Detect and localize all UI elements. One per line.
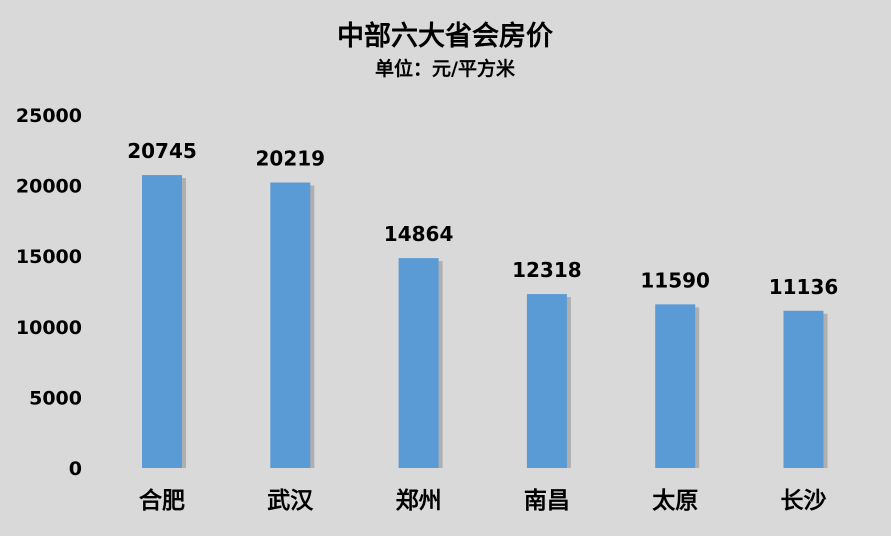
y-tick-label: 20000 — [16, 176, 82, 198]
data-label: 12318 — [512, 258, 582, 282]
y-tick-label: 15000 — [16, 246, 82, 268]
data-label: 20219 — [256, 147, 326, 171]
bar — [655, 304, 696, 468]
y-tick-label: 0 — [69, 458, 82, 480]
x-tick-label: 郑州 — [396, 488, 442, 514]
x-tick-label: 合肥 — [139, 487, 185, 514]
chart-title: 中部六大省会房价 — [337, 20, 554, 52]
x-tick-label: 南昌 — [524, 488, 570, 514]
x-tick-label: 武汉 — [267, 488, 314, 514]
data-label: 20745 — [127, 139, 197, 163]
x-axis: 合肥 武汉 郑州 南昌 太原 长沙 — [139, 487, 827, 514]
bar — [142, 175, 182, 468]
y-tick-label: 25000 — [16, 105, 82, 127]
bar — [526, 294, 567, 468]
data-label: 11136 — [769, 275, 839, 299]
data-label: 14864 — [384, 222, 454, 246]
x-tick-label: 长沙 — [781, 488, 827, 514]
y-tick-label: 5000 — [29, 387, 82, 409]
y-axis: 0 5000 10000 15000 20000 25000 — [16, 105, 82, 480]
bar — [270, 182, 311, 468]
x-tick-label: 太原 — [652, 488, 698, 514]
y-tick-label: 10000 — [16, 317, 82, 339]
chart-subtitle: 单位：元/平方米 — [375, 57, 516, 80]
bar — [398, 258, 439, 468]
bars — [142, 175, 828, 468]
bar — [783, 310, 824, 468]
data-label: 11590 — [640, 268, 710, 292]
data-labels: 20745 20219 14864 12318 11590 11136 — [127, 139, 838, 299]
